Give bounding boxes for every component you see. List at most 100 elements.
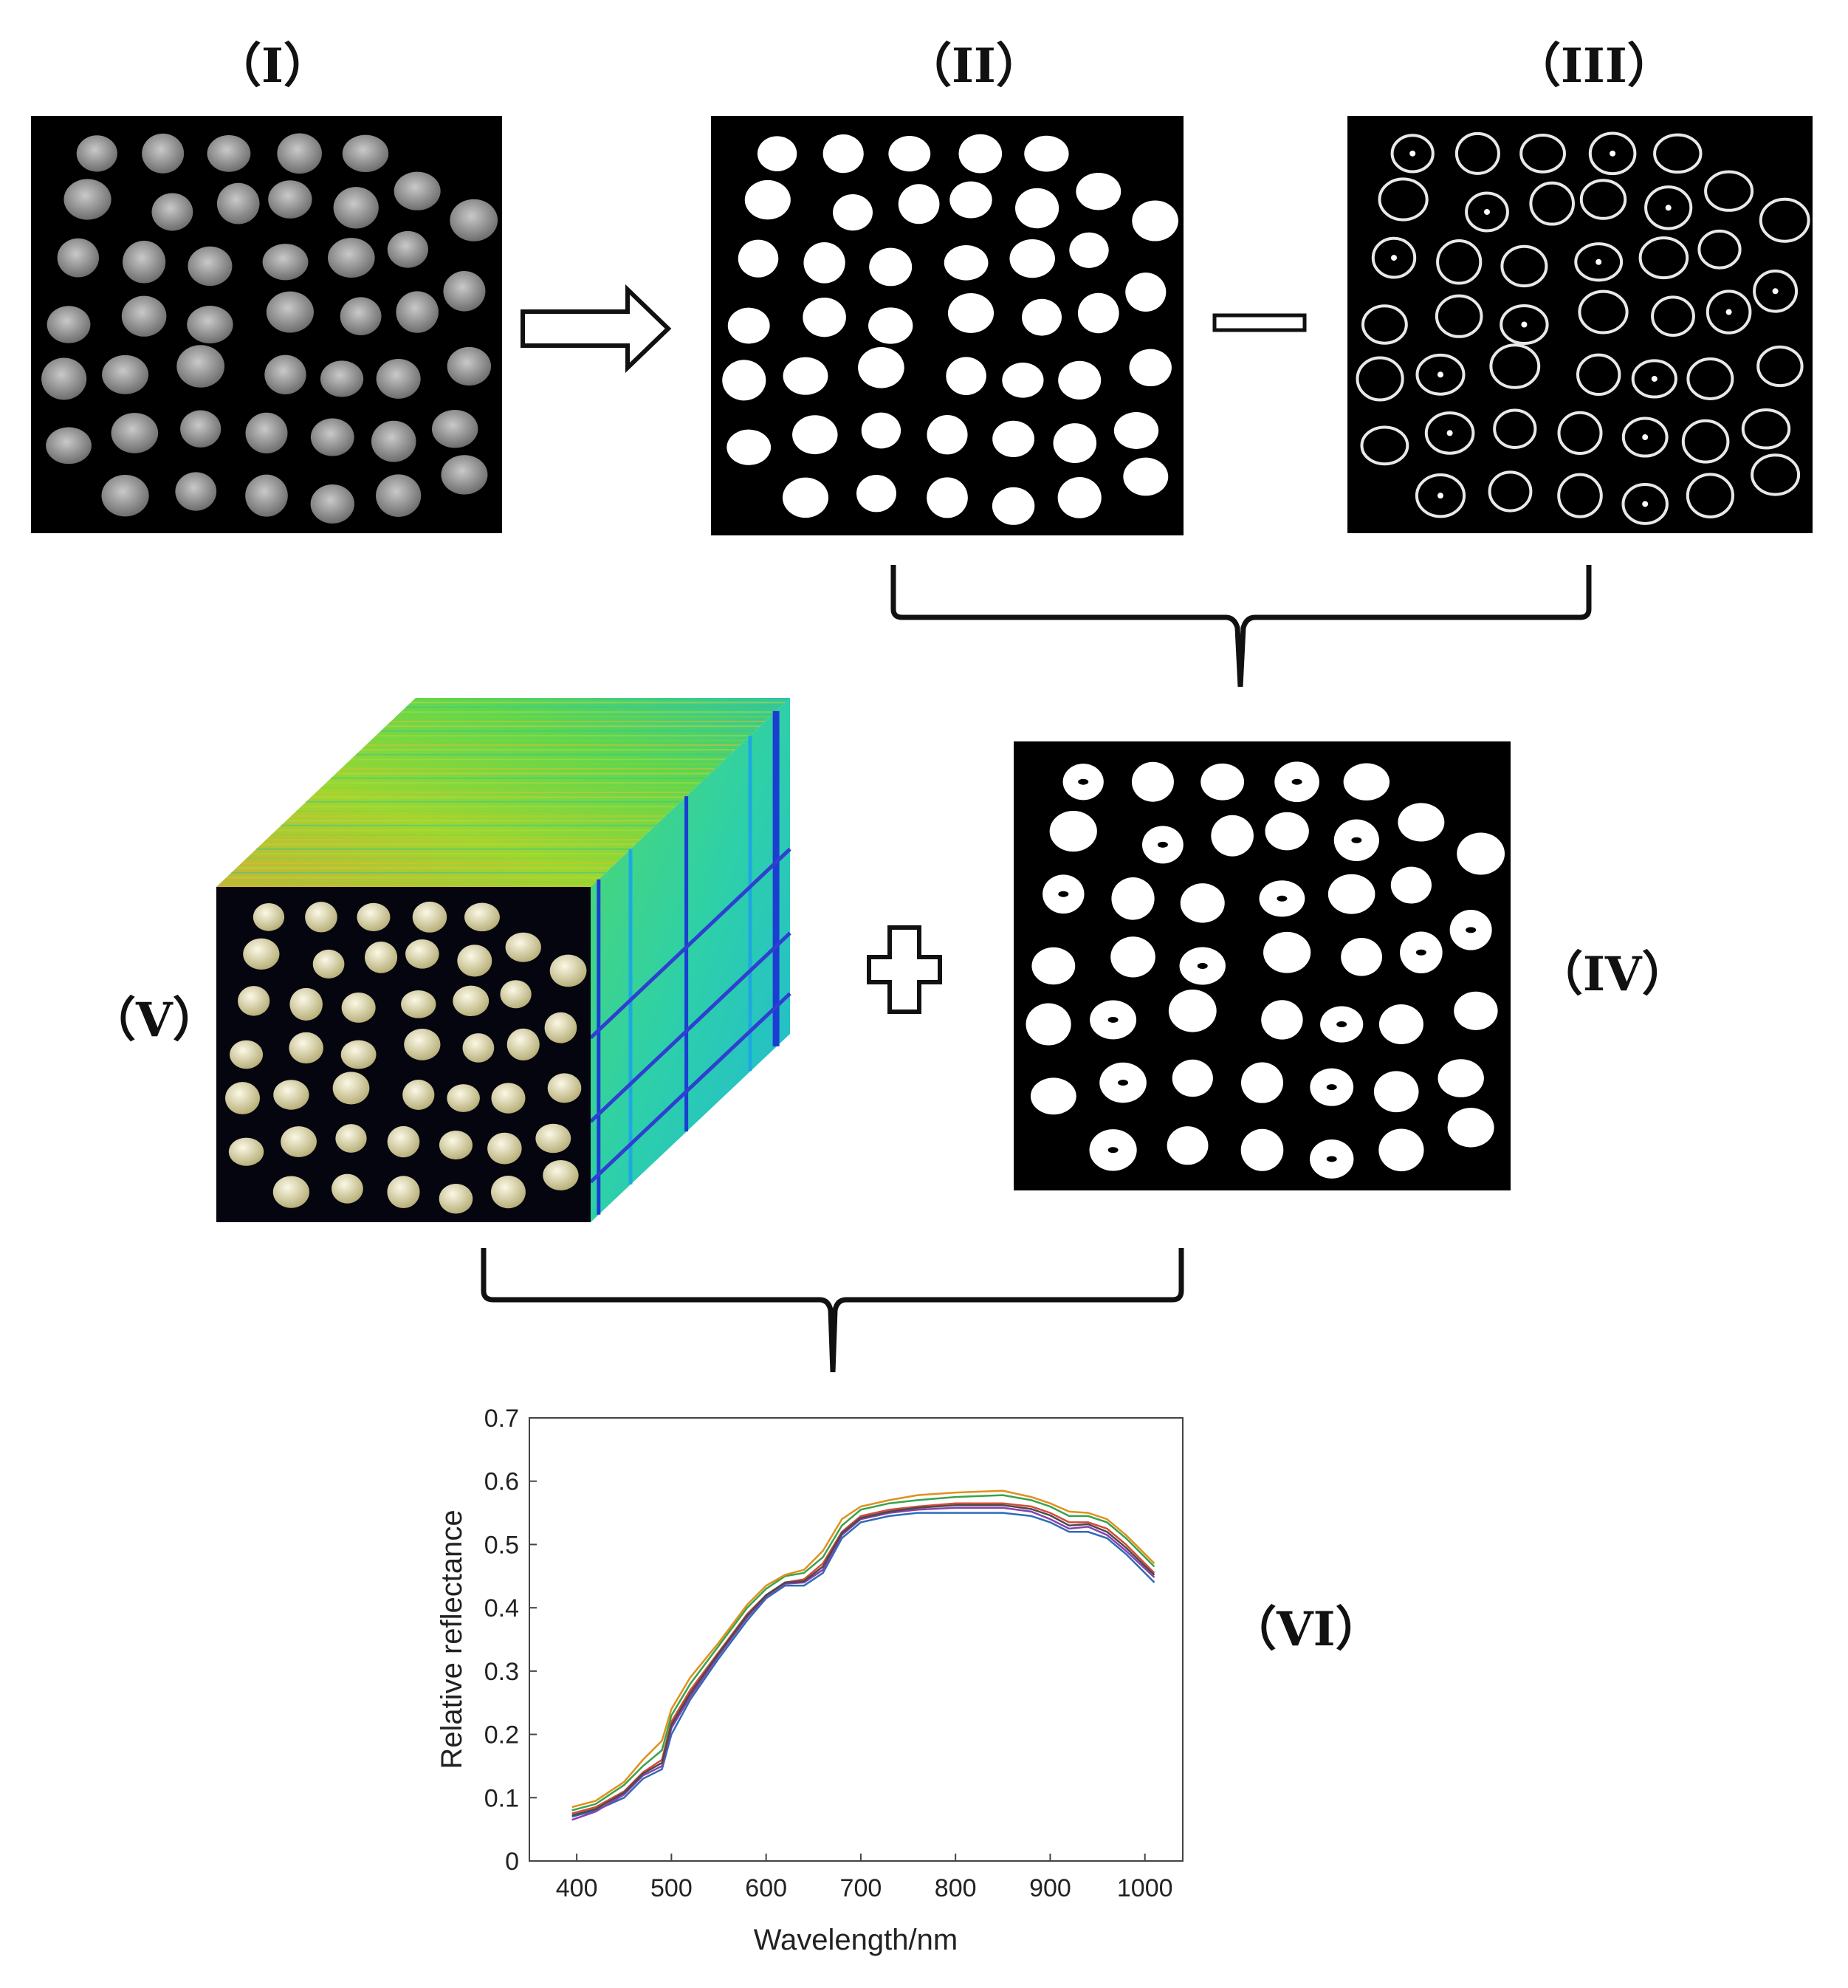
panel-III-edge-rings (1347, 116, 1813, 533)
seed-blob (1437, 1059, 1484, 1097)
seed-blob (727, 307, 770, 344)
seed-blob (340, 297, 382, 336)
seed-blob (387, 230, 429, 268)
seed-ring (1488, 470, 1533, 513)
x-tick-label: 500 (650, 1874, 693, 1902)
seed-grain (412, 901, 447, 933)
seed-blob (868, 307, 913, 344)
seed-blob (1123, 457, 1169, 496)
seed-blob (1132, 200, 1178, 241)
seed-ring (1681, 419, 1730, 464)
seed-grain (335, 1124, 367, 1153)
seed-ring-dot (1610, 150, 1616, 157)
label-V: （V） (89, 993, 220, 1048)
seed-grain (332, 1072, 370, 1105)
seed-ring (1415, 353, 1466, 396)
seed-blob (277, 133, 322, 174)
seed-hole (1157, 841, 1168, 848)
seed-ring-dot (1391, 255, 1397, 261)
seed-blob (151, 193, 193, 231)
seed-ring (1493, 408, 1537, 449)
seed-ring (1706, 289, 1752, 335)
seed-blob (727, 429, 772, 465)
seed-blob (792, 415, 838, 455)
seed-blob (310, 418, 354, 456)
seed-blob (1341, 938, 1382, 976)
seed-blob (1129, 349, 1172, 387)
seed-grain (491, 1176, 526, 1209)
seed-ring (1390, 134, 1435, 174)
plus-icon (867, 925, 942, 1014)
seed-blob (949, 181, 992, 219)
seed-ring (1704, 170, 1754, 212)
seed-ring (1638, 236, 1689, 280)
seed-ring (1741, 408, 1791, 450)
seed-blob (396, 291, 439, 333)
seed-blob (1030, 1077, 1076, 1115)
seed-blob (101, 474, 149, 517)
seed-blob (1168, 990, 1217, 1032)
seed-ring (1361, 304, 1408, 345)
seed-grain (312, 949, 345, 978)
seed-blob (1077, 292, 1119, 334)
y-tick-label: 0.3 (484, 1658, 519, 1686)
seed-grain (439, 1131, 473, 1160)
y-tick-label: 0.4 (484, 1594, 519, 1622)
seed-blob (722, 360, 766, 401)
seed-blob (1343, 763, 1390, 801)
seed-blob (1113, 412, 1159, 449)
seed-blob (1172, 1059, 1213, 1097)
seed-blob (1390, 866, 1432, 904)
arrow-right-icon (521, 284, 672, 374)
seed-ring (1621, 483, 1669, 525)
x-axis-label: Wavelength/nm (754, 1924, 958, 1956)
seed-grain (243, 938, 280, 970)
seed-grain (225, 1082, 260, 1114)
seed-blob (992, 420, 1035, 458)
seed-blob (1378, 1128, 1424, 1172)
seed-blob (898, 184, 940, 224)
y-tick-label: 0.1 (484, 1784, 519, 1812)
seed-grain (404, 1028, 441, 1060)
seed-blob (328, 238, 375, 278)
seed-grain (457, 945, 492, 977)
x-tick-label: 600 (745, 1874, 787, 1902)
seed-ring-dot (1595, 258, 1602, 265)
seed-blob (1167, 1126, 1209, 1165)
seed-hole (1107, 1016, 1119, 1023)
seed-blob (1057, 477, 1102, 518)
seed-ring (1759, 197, 1810, 243)
seed-ring (1621, 417, 1669, 458)
seed-ring-dot (1446, 430, 1453, 436)
seed-ring (1500, 244, 1548, 288)
label-II: （II） (904, 38, 1043, 94)
seed-ring (1576, 353, 1621, 396)
seed-grain (402, 1080, 435, 1110)
seed-grain (341, 992, 376, 1023)
seed-grain (281, 1126, 317, 1157)
seed-grain (289, 1032, 323, 1064)
x-tick-label: 800 (935, 1874, 977, 1902)
seed-ring (1578, 289, 1629, 335)
seed-grain (535, 1123, 571, 1154)
seed-grain (491, 1083, 526, 1114)
x-tick-label: 1000 (1117, 1874, 1173, 1902)
seed-blob (782, 477, 829, 518)
seed-grain (549, 954, 587, 987)
seed-blob (1053, 423, 1097, 464)
label-IV: （IV） (1536, 947, 1689, 1002)
seed-blob (320, 360, 364, 397)
seed-ring-dot (1409, 150, 1416, 157)
seed-blob (888, 136, 931, 172)
seed-ring-dot (1665, 205, 1672, 211)
seed-grain (387, 1176, 420, 1208)
seed-blob (342, 134, 389, 173)
seed-grain (405, 939, 439, 969)
seed-blob (142, 133, 185, 174)
seed-blob (803, 241, 845, 284)
seed-blob (1180, 883, 1225, 923)
spectrum-line (571, 1512, 1155, 1818)
seed-ring (1557, 411, 1603, 456)
seed-blob (1111, 877, 1155, 920)
